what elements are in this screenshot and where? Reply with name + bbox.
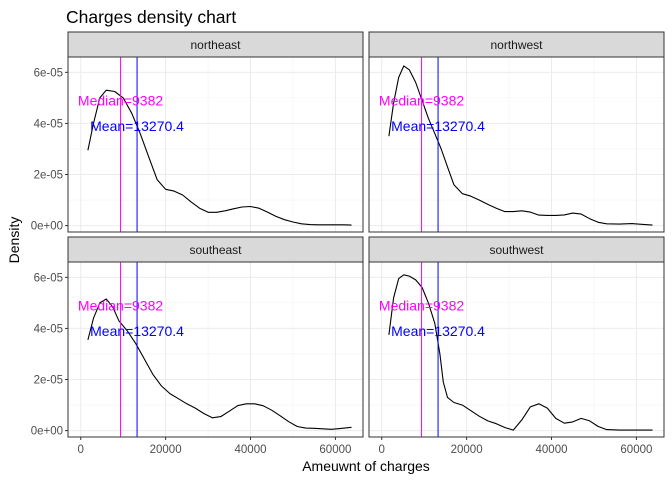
x-tick-label: 60000	[620, 444, 652, 456]
x-tick-label: 20000	[451, 444, 483, 456]
strip-label-southwest: southwest	[489, 243, 544, 257]
x-axis: 0 20000 40000 60000 0 20000 40000 60000	[78, 437, 652, 456]
y-tick-label: 2e-05	[34, 170, 63, 182]
reference-label: Median=9382	[379, 92, 464, 108]
x-tick-label: 0	[78, 444, 84, 456]
reference-label: Median=9382	[78, 297, 163, 313]
x-tick-label: 40000	[536, 444, 568, 456]
strip-label-northwest: northwest	[490, 38, 543, 52]
density-curve-northwest	[388, 65, 653, 226]
density-curve-southwest	[388, 274, 653, 431]
panel-border	[368, 56, 665, 233]
x-tick-label: 40000	[235, 444, 267, 456]
reference-label: Median=9382	[78, 92, 163, 108]
panel-southwest: southwest Median=9382 Mean=13270.4	[368, 236, 665, 438]
density-curve-northeast	[87, 89, 352, 226]
y-axis-label: Density	[6, 217, 22, 264]
y-tick-label: 4e-05	[34, 323, 63, 335]
y-tick-label: 2e-05	[34, 375, 63, 387]
y-tick-label: 6e-05	[34, 272, 63, 284]
panel-northwest: northwest Median=9382 Mean=13270.4	[368, 31, 665, 233]
panel-northeast: northeast Median=9382 Mean=13270.4 0e+00 2e-…	[31, 31, 364, 233]
x-tick-label: 60000	[319, 444, 351, 456]
strip-label-northeast: northeast	[190, 38, 241, 52]
reference-label: Mean=13270.4	[391, 323, 485, 339]
x-tick-label: 20000	[150, 444, 182, 456]
reference-label: Mean=13270.4	[391, 118, 485, 134]
strip-background	[67, 31, 364, 58]
panel-border	[67, 261, 364, 438]
strip-background	[67, 236, 364, 263]
strip-background	[368, 31, 665, 58]
x-tick-label: 0	[379, 444, 385, 456]
panel-border	[368, 261, 665, 438]
y-tick-label: 0e+00	[31, 221, 63, 233]
reference-label: Mean=13270.4	[90, 118, 184, 134]
chart-title: Charges density chart	[66, 7, 236, 27]
y-tick-label: 6e-05	[34, 67, 63, 79]
panels-layer: northeast Median=9382 Mean=13270.4 0e+00 2e-…	[31, 31, 665, 438]
y-tick-label: 4e-05	[34, 118, 63, 130]
panel-border	[67, 56, 364, 233]
strip-label-southeast: southeast	[189, 243, 242, 257]
panel-southeast: southeast Median=9382 Mean=13270.4 0e+00 2e-…	[31, 236, 364, 438]
reference-label: Median=9382	[379, 297, 464, 313]
density-curve-southeast	[87, 298, 352, 430]
reference-label: Mean=13270.4	[90, 323, 184, 339]
y-tick-label: 0e+00	[31, 426, 63, 438]
strip-background	[368, 236, 665, 263]
x-axis-label: Ameuwnt of charges	[302, 458, 430, 474]
